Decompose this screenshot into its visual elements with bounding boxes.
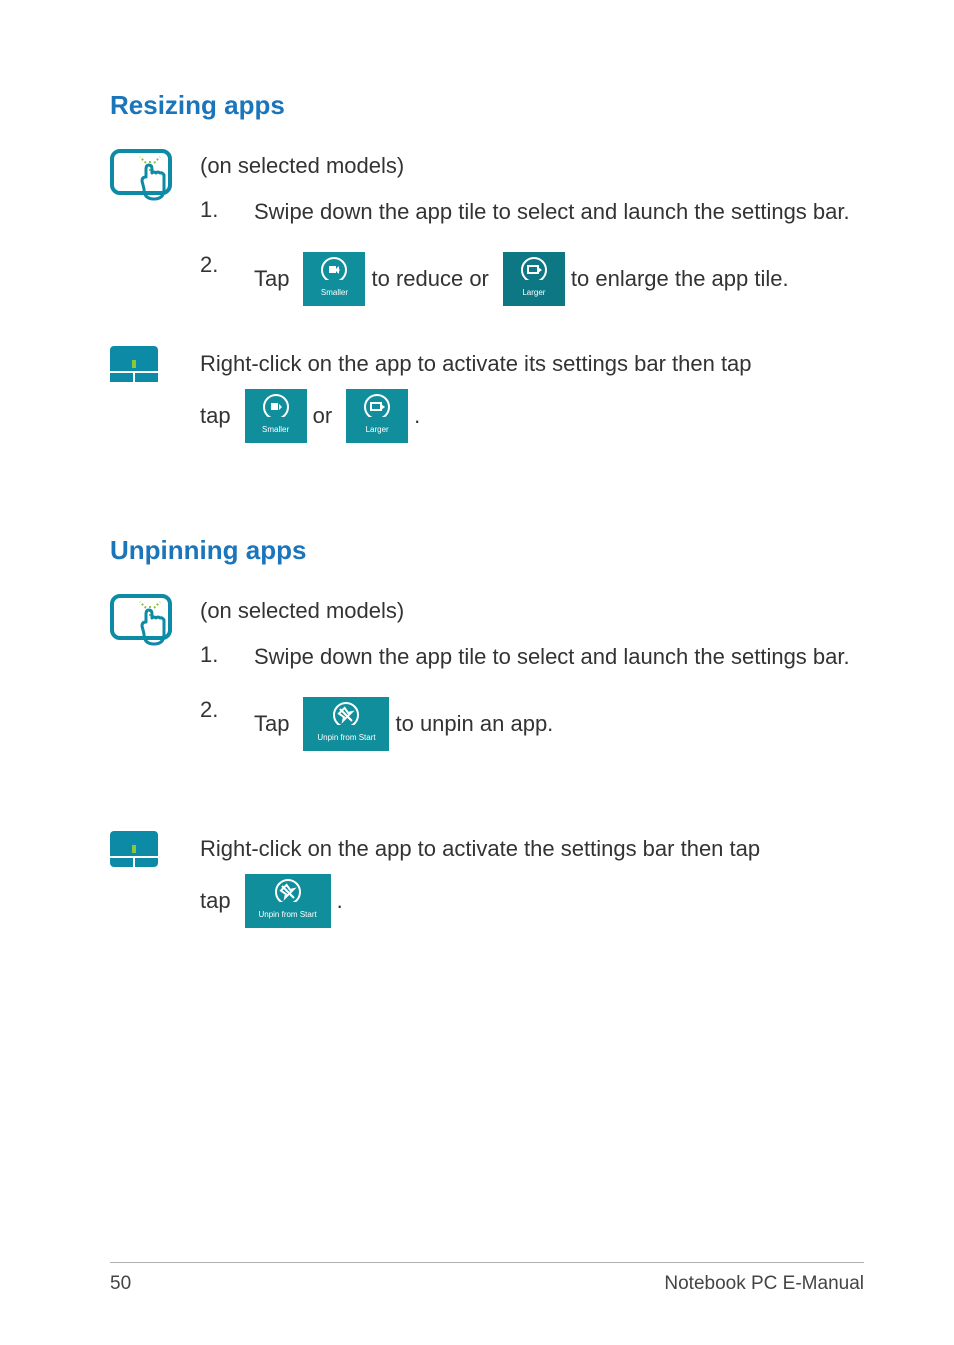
unpinning-touchpad-end: .: [337, 870, 343, 932]
larger-tile-button: Larger: [346, 389, 408, 443]
unpinning-step2-pre: Tap: [254, 693, 289, 755]
step-number: 2.: [200, 248, 254, 282]
touch-device-icon: [110, 149, 182, 209]
larger-tile-button: Larger: [503, 252, 565, 306]
unpin-icon: [274, 878, 302, 902]
larger-label: Larger: [522, 282, 545, 304]
tap-word: tap: [200, 385, 231, 447]
smaller-tile-button: Smaller: [303, 252, 365, 306]
resizing-step2-pre: Tap: [254, 248, 289, 310]
resizing-touch-note: (on selected models): [200, 149, 864, 183]
tap-word: tap: [200, 870, 231, 932]
step-number: 1.: [200, 638, 254, 672]
smaller-icon: [320, 256, 348, 280]
page-footer: 50 Notebook PC E-Manual: [110, 1262, 864, 1295]
unpinning-touchpad-pre: Right-click on the app to activate the s…: [200, 831, 760, 866]
smaller-label: Smaller: [321, 282, 348, 304]
unpinning-touch-note: (on selected models): [200, 594, 864, 628]
resizing-step1-text: Swipe down the app tile to select and la…: [254, 193, 864, 230]
larger-icon: [520, 256, 548, 280]
resizing-touchpad-end: .: [414, 385, 420, 447]
unpin-icon: [332, 701, 360, 725]
resizing-step2-post: to enlarge the app tile.: [571, 248, 789, 310]
smaller-tile-button: Smaller: [245, 389, 307, 443]
resizing-heading: Resizing apps: [110, 90, 864, 121]
resizing-step2-mid: to reduce or: [371, 248, 488, 310]
touch-device-icon: [110, 594, 182, 654]
touchpad-icon: [110, 346, 158, 382]
touchpad-icon: [110, 831, 158, 867]
page-number: 50: [110, 1273, 131, 1295]
larger-icon: [363, 393, 391, 417]
step-number: 1.: [200, 193, 254, 227]
smaller-label: Smaller: [262, 419, 289, 441]
unpinning-heading: Unpinning apps: [110, 535, 864, 566]
smaller-icon: [262, 393, 290, 417]
unpin-label: Unpin from Start: [258, 904, 316, 926]
unpin-tile-button: Unpin from Start: [245, 874, 331, 928]
larger-label: Larger: [366, 419, 389, 441]
resizing-touchpad-or: or: [313, 385, 333, 447]
resizing-touchpad-pre: Right-click on the app to activate its s…: [200, 346, 752, 381]
unpin-tile-button: Unpin from Start: [303, 697, 389, 751]
unpinning-step1-text: Swipe down the app tile to select and la…: [254, 638, 864, 675]
footer-title: Notebook PC E-Manual: [664, 1273, 864, 1295]
unpinning-step2-post: to unpin an app.: [395, 693, 553, 755]
unpin-label: Unpin from Start: [317, 727, 375, 749]
step-number: 2.: [200, 693, 254, 727]
